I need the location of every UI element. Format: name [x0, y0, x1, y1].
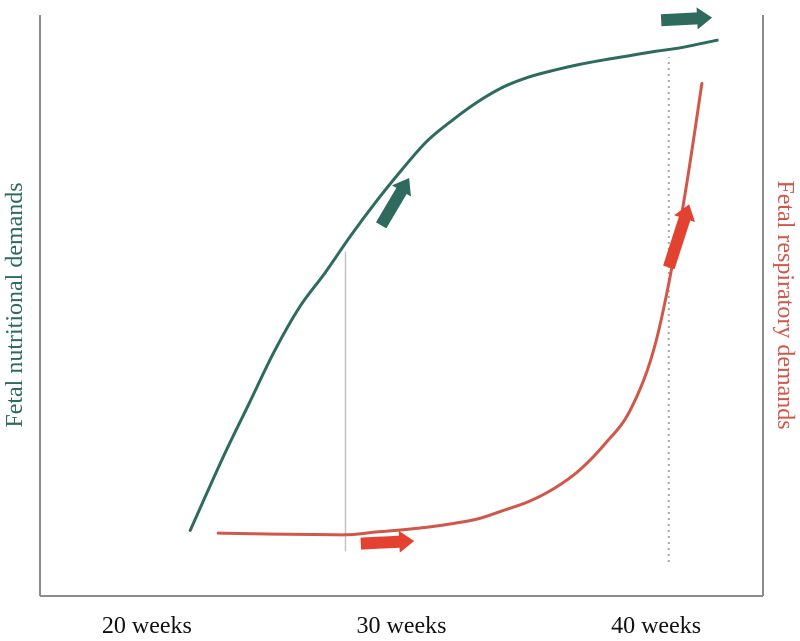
x-tick-label: 30 weeks: [357, 613, 447, 639]
x-tick-label: 40 weeks: [611, 613, 701, 639]
x-tick-label: 20 weeks: [102, 613, 192, 639]
nutritional-demand-line: [188, 38, 719, 532]
trend-arrow-icon: [360, 530, 415, 553]
respiratory-demand-line: [216, 81, 704, 537]
left-axis-title: Fetal nutritional demands: [2, 182, 28, 427]
trend-arrow-icon: [663, 204, 696, 270]
trend-arrow-icon: [660, 7, 713, 30]
trend-arrow-icon: [375, 178, 411, 229]
right-axis-title: Fetal respiratory demands: [772, 180, 798, 429]
